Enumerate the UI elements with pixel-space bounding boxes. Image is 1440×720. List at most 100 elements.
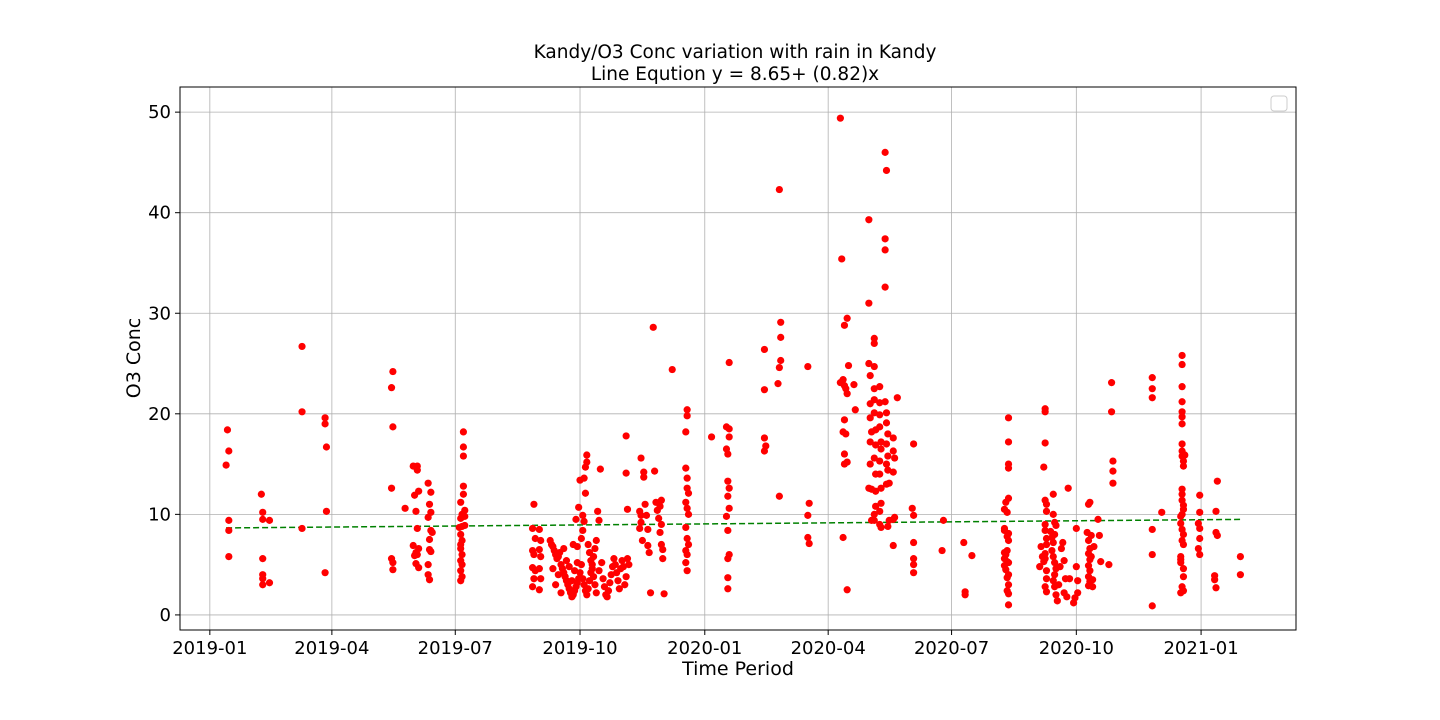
data-point <box>415 487 423 495</box>
data-point <box>725 358 733 367</box>
data-point <box>425 535 434 544</box>
data-point <box>805 499 813 507</box>
data-point <box>265 516 274 524</box>
data-point <box>1042 588 1051 596</box>
data-point <box>623 555 632 563</box>
x-tick-label: 2020-01 <box>667 638 742 659</box>
data-point <box>584 585 592 593</box>
data-point <box>552 581 560 589</box>
x-axis-label: Time Period <box>681 658 794 680</box>
data-point <box>1107 379 1116 387</box>
data-point <box>530 575 538 583</box>
data-point <box>881 398 889 406</box>
data-point <box>884 522 892 531</box>
data-point <box>777 333 785 341</box>
data-point <box>1041 439 1049 447</box>
data-point <box>725 425 733 433</box>
y-tick-label: 0 <box>160 605 171 626</box>
data-point <box>870 334 878 342</box>
data-point <box>259 575 267 583</box>
data-point <box>882 409 891 417</box>
data-point <box>225 526 233 535</box>
data-point <box>1178 351 1186 360</box>
data-point <box>592 536 600 545</box>
data-point <box>760 434 769 442</box>
data-point <box>1051 571 1059 579</box>
data-point <box>457 544 465 553</box>
data-point <box>804 511 812 519</box>
data-point <box>621 581 629 589</box>
data-point <box>579 526 587 535</box>
data-point <box>1004 590 1013 598</box>
data-point <box>604 587 613 595</box>
data-point <box>649 323 657 331</box>
data-point <box>1179 573 1188 581</box>
data-point <box>298 342 306 351</box>
data-point <box>838 255 846 263</box>
data-point <box>461 512 469 520</box>
data-point <box>459 443 468 451</box>
data-point <box>599 575 607 583</box>
data-point <box>882 460 891 468</box>
data-point <box>889 541 897 550</box>
data-point <box>725 433 733 441</box>
data-point <box>910 511 918 519</box>
data-point <box>622 573 630 581</box>
data-point <box>425 500 434 508</box>
data-point <box>389 566 397 574</box>
data-point <box>595 516 603 524</box>
data-point <box>591 544 599 553</box>
data-point <box>580 517 588 526</box>
data-point <box>910 555 918 563</box>
data-point <box>881 235 889 243</box>
data-point <box>910 538 918 547</box>
data-point <box>1004 529 1013 538</box>
data-point <box>1212 507 1220 515</box>
data-point <box>1074 577 1082 585</box>
data-point <box>872 441 880 449</box>
data-point <box>579 511 587 519</box>
data-points <box>222 114 1244 610</box>
data-point <box>684 489 693 497</box>
data-point <box>870 385 878 393</box>
data-point <box>1148 602 1156 610</box>
data-point <box>424 513 432 521</box>
data-point <box>1105 561 1113 569</box>
data-point <box>644 541 652 550</box>
data-point <box>910 561 918 569</box>
data-point <box>1042 534 1051 543</box>
data-point <box>530 500 538 508</box>
data-point <box>640 468 648 476</box>
data-point <box>568 577 576 585</box>
data-point <box>877 523 885 532</box>
data-point <box>877 438 885 446</box>
data-point <box>625 561 633 569</box>
data-point <box>724 526 732 535</box>
data-point <box>265 579 274 587</box>
data-point <box>682 464 690 472</box>
data-point <box>298 408 306 416</box>
data-point <box>865 216 873 224</box>
data-point <box>1148 394 1156 402</box>
data-point <box>1213 531 1221 540</box>
data-point <box>389 423 397 431</box>
data-point <box>889 468 897 476</box>
data-point <box>882 419 891 427</box>
data-point <box>775 492 783 500</box>
data-point <box>571 567 579 575</box>
data-point <box>1179 462 1188 470</box>
data-point <box>872 502 880 510</box>
data-point <box>777 318 785 326</box>
data-point <box>651 467 659 475</box>
data-point <box>1179 565 1188 573</box>
data-point <box>668 365 676 374</box>
data-point <box>322 443 331 451</box>
data-point <box>606 579 614 587</box>
data-point <box>537 552 545 561</box>
data-point <box>603 593 611 601</box>
data-point <box>884 430 892 438</box>
data-point <box>1072 524 1080 533</box>
data-point <box>424 479 432 487</box>
data-point <box>596 465 604 473</box>
